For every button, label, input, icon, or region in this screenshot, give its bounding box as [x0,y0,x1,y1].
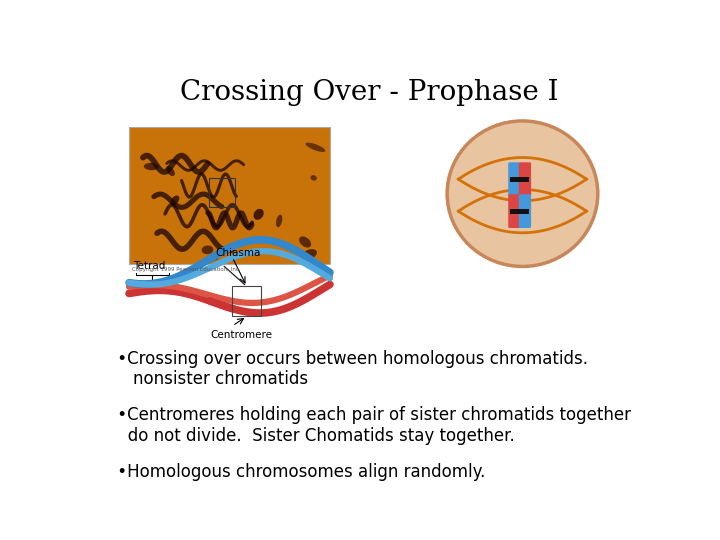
Bar [510,177,529,181]
FancyBboxPatch shape [508,194,521,228]
Ellipse shape [166,166,175,176]
Text: Centromere: Centromere [210,329,272,340]
Ellipse shape [202,246,213,254]
Text: Copyright 1999 Pearson Education, Inc.: Copyright 1999 Pearson Education, Inc. [132,267,240,272]
Ellipse shape [310,175,317,181]
Ellipse shape [447,121,598,266]
Ellipse shape [171,195,179,205]
Bar [233,286,261,316]
Text: Crossing Over - Prophase I: Crossing Over - Prophase I [180,79,558,106]
Ellipse shape [225,245,234,253]
Ellipse shape [253,209,264,220]
Bar [510,208,529,214]
Ellipse shape [144,163,158,170]
FancyBboxPatch shape [508,163,521,196]
FancyBboxPatch shape [519,194,531,228]
Text: •Crossing over occurs between homologous chromatids.
    nonsister chromatids: •Crossing over occurs between homologous… [112,349,588,388]
Ellipse shape [305,143,325,152]
Text: Chiasma: Chiasma [215,248,261,258]
Ellipse shape [209,254,219,260]
Ellipse shape [299,237,311,247]
Text: •Homologous chromosomes align randomly.: •Homologous chromosomes align randomly. [112,463,486,481]
Bar [210,178,235,207]
Text: •Centromeres holding each pair of sister chromatids together
   do not divide.  : •Centromeres holding each pair of sister… [112,406,631,445]
FancyBboxPatch shape [519,163,531,196]
Text: Tetrad: Tetrad [133,261,166,271]
Bar [129,127,330,265]
Ellipse shape [276,214,282,227]
Ellipse shape [302,249,317,260]
